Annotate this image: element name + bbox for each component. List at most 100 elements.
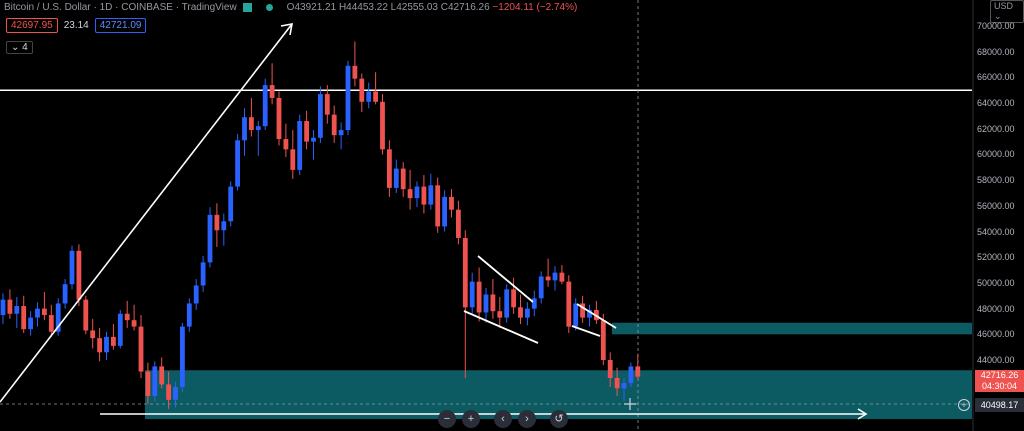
candle-body xyxy=(228,186,234,222)
add-alert-icon[interactable]: + xyxy=(958,399,970,411)
candle-body xyxy=(35,308,40,318)
candle-body xyxy=(242,117,247,141)
candle-body xyxy=(124,313,130,321)
candle-body xyxy=(545,276,551,281)
candle-body xyxy=(269,85,275,98)
price-tick-label: 54000.00 xyxy=(977,226,1015,237)
candle-body xyxy=(338,130,344,136)
price-tick-label: 66000.00 xyxy=(977,72,1015,83)
candle-body xyxy=(497,311,503,318)
candle-body xyxy=(131,320,137,327)
candle-body xyxy=(104,336,109,353)
price-tick-label: 60000.00 xyxy=(977,149,1015,160)
support-zone xyxy=(612,322,972,335)
candle-body xyxy=(117,313,123,346)
candle-body xyxy=(387,149,392,188)
candle-body xyxy=(69,250,75,285)
indicators-toggle[interactable]: ⌄ 4 xyxy=(6,41,33,54)
candle-body xyxy=(311,137,316,142)
wedge-upper-line xyxy=(477,255,534,303)
candle-body xyxy=(14,306,20,314)
price-tick-label: 64000.00 xyxy=(977,98,1015,109)
candle-body xyxy=(504,289,510,318)
candle-body xyxy=(525,308,530,318)
candle-body xyxy=(159,366,165,385)
ohlc-values: O43921.21 H44453.22 L42555.03 C42716.26 … xyxy=(287,2,578,13)
chevron-down-icon: ⌄ xyxy=(11,42,20,53)
scroll-left-button[interactable]: ‹ xyxy=(494,410,512,428)
candle-body xyxy=(428,185,434,205)
candle-body xyxy=(559,272,565,282)
candle-body xyxy=(628,366,634,384)
candle-body xyxy=(7,299,13,314)
candle-body xyxy=(55,303,61,332)
candle-body xyxy=(531,298,537,309)
high-value: H44453.22 xyxy=(338,1,388,13)
candle-body xyxy=(283,139,289,150)
candle-body xyxy=(414,186,420,199)
candle-body xyxy=(635,366,641,377)
candle-body xyxy=(138,326,144,372)
symbol-title[interactable]: Bitcoin / U.S. Dollar · 1D · COINBASE · … xyxy=(4,1,237,13)
candle-body xyxy=(48,315,54,332)
candle-body xyxy=(538,276,544,299)
candle-body xyxy=(393,168,399,188)
candle-body xyxy=(255,126,261,131)
currency-label: USD xyxy=(994,1,1014,11)
candle-body xyxy=(469,281,475,308)
crosshair-cursor-icon xyxy=(624,398,636,410)
zoom-in-button[interactable]: + xyxy=(462,410,480,428)
candle-body xyxy=(511,289,516,308)
candle-body xyxy=(304,121,309,142)
candle-body xyxy=(193,285,199,304)
candle-body xyxy=(200,262,206,286)
candle-body xyxy=(76,250,82,300)
low-value: L42555.03 xyxy=(390,1,438,13)
candle-body xyxy=(621,383,627,389)
candle-body xyxy=(352,65,358,79)
candle-body xyxy=(331,114,337,136)
candle-body xyxy=(290,149,296,170)
chart-nav-controls: − + ‹ › ↺ xyxy=(438,410,568,428)
candle-body xyxy=(600,320,606,360)
price-tick-label: 58000.00 xyxy=(977,175,1015,186)
price-tick-label: 68000.00 xyxy=(977,46,1015,57)
buy-button[interactable]: 42721.09 xyxy=(94,18,147,33)
wedge-lower-line xyxy=(463,310,539,344)
candle-body xyxy=(449,196,454,210)
candle-body xyxy=(552,272,558,281)
candle-body xyxy=(421,186,427,205)
candle-body xyxy=(573,303,579,327)
countdown-value: 04:30:04 xyxy=(981,381,1018,391)
market-status-icon xyxy=(265,3,273,11)
candle-body xyxy=(380,101,385,150)
candle-body xyxy=(297,121,303,170)
candle-body xyxy=(214,214,220,231)
change-value: −1204.11 (−2.74%) xyxy=(492,1,578,13)
crosshair-price-label: 40498.17 xyxy=(975,398,1024,412)
candle-body xyxy=(435,185,441,227)
candle-body xyxy=(614,377,620,389)
candle-body xyxy=(518,307,523,318)
candle-body xyxy=(476,281,482,313)
candle-body xyxy=(235,140,240,187)
candle-body xyxy=(62,284,68,304)
candle-body xyxy=(111,336,116,346)
price-tick-label: 44000.00 xyxy=(977,355,1015,365)
candle-body xyxy=(580,303,585,318)
close-value: C42716.26 xyxy=(440,1,490,13)
candle-body xyxy=(186,303,192,327)
candle-body xyxy=(90,330,96,339)
sell-button[interactable]: 42697.95 xyxy=(6,18,58,33)
scroll-right-button[interactable]: › xyxy=(518,410,536,428)
arrowhead-icon xyxy=(857,408,868,420)
candle-body xyxy=(318,94,323,138)
currency-selector[interactable]: USD ⌄ xyxy=(990,0,1024,23)
reset-chart-button[interactable]: ↺ xyxy=(550,410,568,428)
zoom-out-button[interactable]: − xyxy=(438,410,456,428)
candle-body xyxy=(359,78,365,102)
flag-icon[interactable] xyxy=(242,2,252,12)
candle-body xyxy=(407,189,413,199)
price-tick-label: 62000.00 xyxy=(977,123,1015,134)
